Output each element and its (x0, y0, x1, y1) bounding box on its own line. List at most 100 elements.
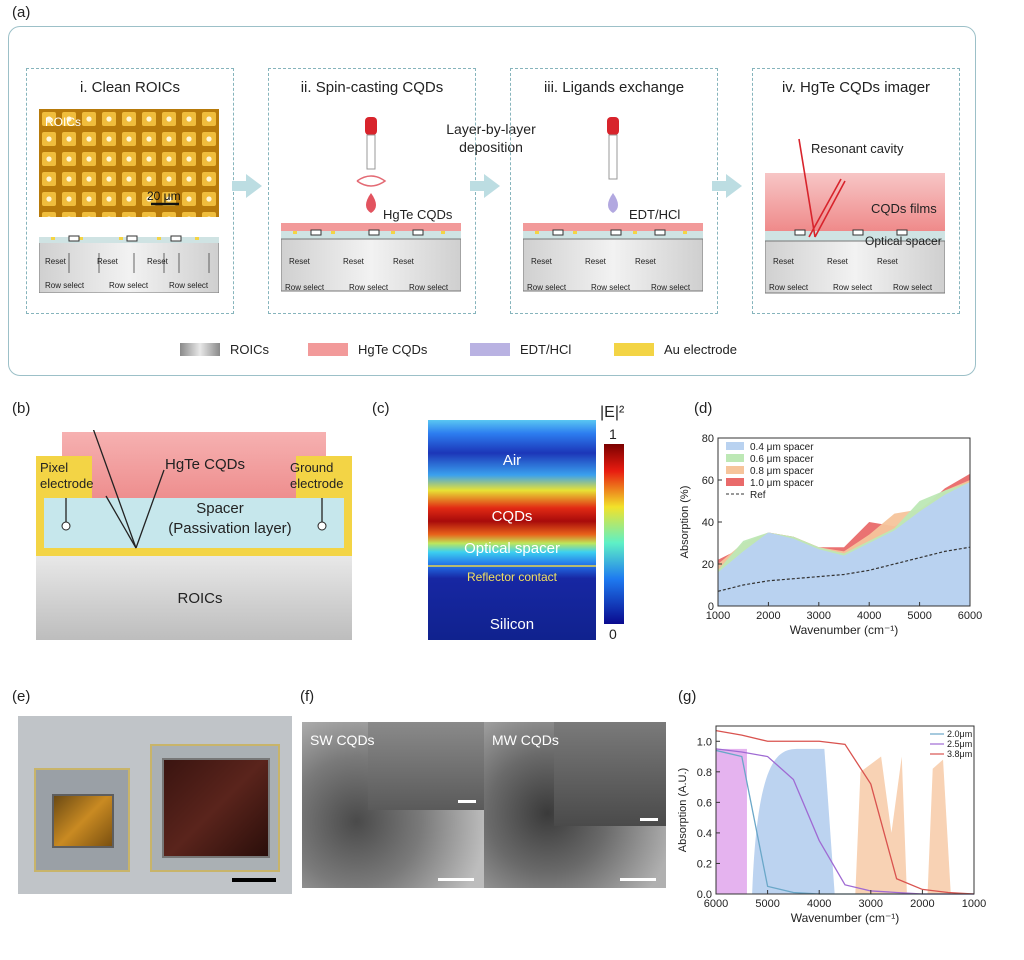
y-tick-label: 60 (702, 475, 714, 487)
rowselect-label: Row select (833, 283, 873, 292)
legend-label: 0.4 μm spacer (750, 442, 814, 453)
legend-label: 2.0μm (947, 729, 972, 739)
legend-edt: EDT/HCl (520, 342, 572, 357)
legend-au: Au electrode (664, 342, 737, 357)
spacer-label: Spacer (196, 500, 244, 517)
reset-label: Reset (289, 257, 310, 266)
y-tick-label: 20 (702, 559, 714, 571)
reset-label: Reset (585, 257, 606, 266)
sw-label: SW CQDs (310, 732, 375, 748)
step-4-title: iv. HgTe CQDs imager (781, 79, 931, 96)
reset-label: Reset (97, 257, 118, 266)
step-arrow (470, 174, 500, 198)
y-tick-label: 0.8 (697, 767, 712, 779)
x-tick-label: 6000 (704, 898, 728, 910)
y-tick-label: 0.2 (697, 858, 712, 870)
y-axis-label: Absorption (%) (679, 486, 691, 559)
x-tick-label: 3000 (859, 898, 883, 910)
y-tick-label: 0.4 (697, 828, 712, 840)
legend-label: Ref (750, 490, 766, 501)
legend-swatch-hgte (308, 343, 348, 356)
device-schematic (36, 430, 352, 640)
inset-scale-bar (458, 800, 476, 803)
inset-scale-bar (640, 818, 658, 821)
x-tick-label: 4000 (807, 898, 831, 910)
panel-label-b: (b) (12, 400, 31, 417)
rowselect-label: Row select (893, 283, 933, 292)
scale-bar (232, 878, 276, 882)
rowselect-label: Row select (349, 283, 389, 292)
legend-swatch-edt (470, 343, 510, 356)
pixel-electrode-label: Pixel electrode (40, 460, 94, 491)
x-tick-label: 4000 (857, 610, 881, 622)
legend-swatch (726, 466, 744, 474)
band-purple (716, 748, 747, 894)
legend-swatch (726, 454, 744, 462)
rowselect-label: Row select (769, 283, 809, 292)
rowselect-label: Row select (591, 283, 631, 292)
series-ref-line (717, 546, 971, 592)
x-tick-label: 1000 (706, 610, 730, 622)
large-chip (150, 744, 280, 872)
x-tick-label: 5000 (755, 898, 779, 910)
roics-layer-label: ROICs (177, 590, 223, 607)
step-3: iii. Ligands exchange EDT/HCl Reset Rese… (510, 68, 718, 314)
dropper-icon (607, 117, 619, 213)
legend-swatch (726, 478, 744, 486)
absorption-chart-d: 1000 2000 3000 4000 5000 6000 0 20 40 60 80 Wavenum… (679, 433, 982, 637)
reset-label: Reset (531, 257, 552, 266)
roic-cross-section: Reset Reset Reset Row select Row select … (38, 231, 220, 294)
reset-label: Reset (393, 257, 414, 266)
band-blue (752, 748, 835, 894)
imager-cross-section (765, 138, 945, 294)
step-2-title: ii. Spin-casting CQDs (300, 79, 444, 96)
tem-mw-inset (554, 722, 666, 826)
panel-label-g: (g) (678, 688, 697, 705)
panel-label-f: (f) (300, 688, 315, 705)
colorbar (604, 444, 624, 624)
passivation-label: (Passivation layer) (168, 520, 292, 537)
band-orange (927, 759, 951, 894)
y-tick-label: 1.0 (697, 736, 712, 748)
rowselect-label: Row select (409, 283, 449, 292)
legend-swatch-au (614, 343, 654, 356)
legend-swatch (726, 442, 744, 450)
reset-label: Reset (877, 257, 898, 266)
region-silicon: Silicon (489, 616, 535, 633)
y-tick-label: 0.6 (697, 797, 712, 809)
panel-label-d: (d) (694, 400, 713, 417)
cross-section-1 (38, 235, 220, 294)
field-map (428, 420, 596, 640)
legend-label: 1.0 μm spacer (750, 478, 814, 489)
region-cqds: CQDs (491, 508, 533, 525)
y-tick-label: 40 (702, 517, 714, 529)
colorbar-min: 0 (609, 626, 617, 642)
step-arrow (712, 174, 742, 198)
rowselect-label: Row select (45, 281, 85, 290)
legend-label: 0.8 μm spacer (750, 466, 814, 477)
large-sensor (162, 758, 270, 858)
reset-label: Reset (343, 257, 364, 266)
rowselect-label: Row select (109, 281, 149, 290)
step-arrow (232, 174, 262, 198)
legend-label: 2.5μm (947, 739, 972, 749)
step-3-title: iii. Ligands exchange (543, 79, 685, 96)
scale-label: 20 μm (147, 189, 181, 203)
rowselect-label: Row select (527, 283, 567, 292)
x-tick-label: 3000 (807, 610, 831, 622)
hgte-layer-label: HgTe CQDs (164, 456, 246, 473)
region-spacer: Optical spacer (464, 540, 560, 557)
small-chip (34, 768, 130, 872)
x-tick-label: 6000 (958, 610, 982, 622)
reset-label: Reset (827, 257, 848, 266)
region-air: Air (502, 452, 522, 469)
panel-a-frame (8, 26, 976, 376)
x-axis-label: Wavenumber (cm⁻¹) (790, 623, 899, 637)
y-tick-label: 0.0 (697, 889, 712, 901)
cqds-films-label: CQDs films (871, 201, 937, 216)
region-reflector: Reflector contact (466, 570, 558, 584)
roics-label: ROICs (45, 115, 81, 129)
y-tick-label: 0 (708, 601, 714, 613)
reset-label: Reset (635, 257, 656, 266)
y-axis-label: Absorption (A.U.) (677, 768, 689, 852)
